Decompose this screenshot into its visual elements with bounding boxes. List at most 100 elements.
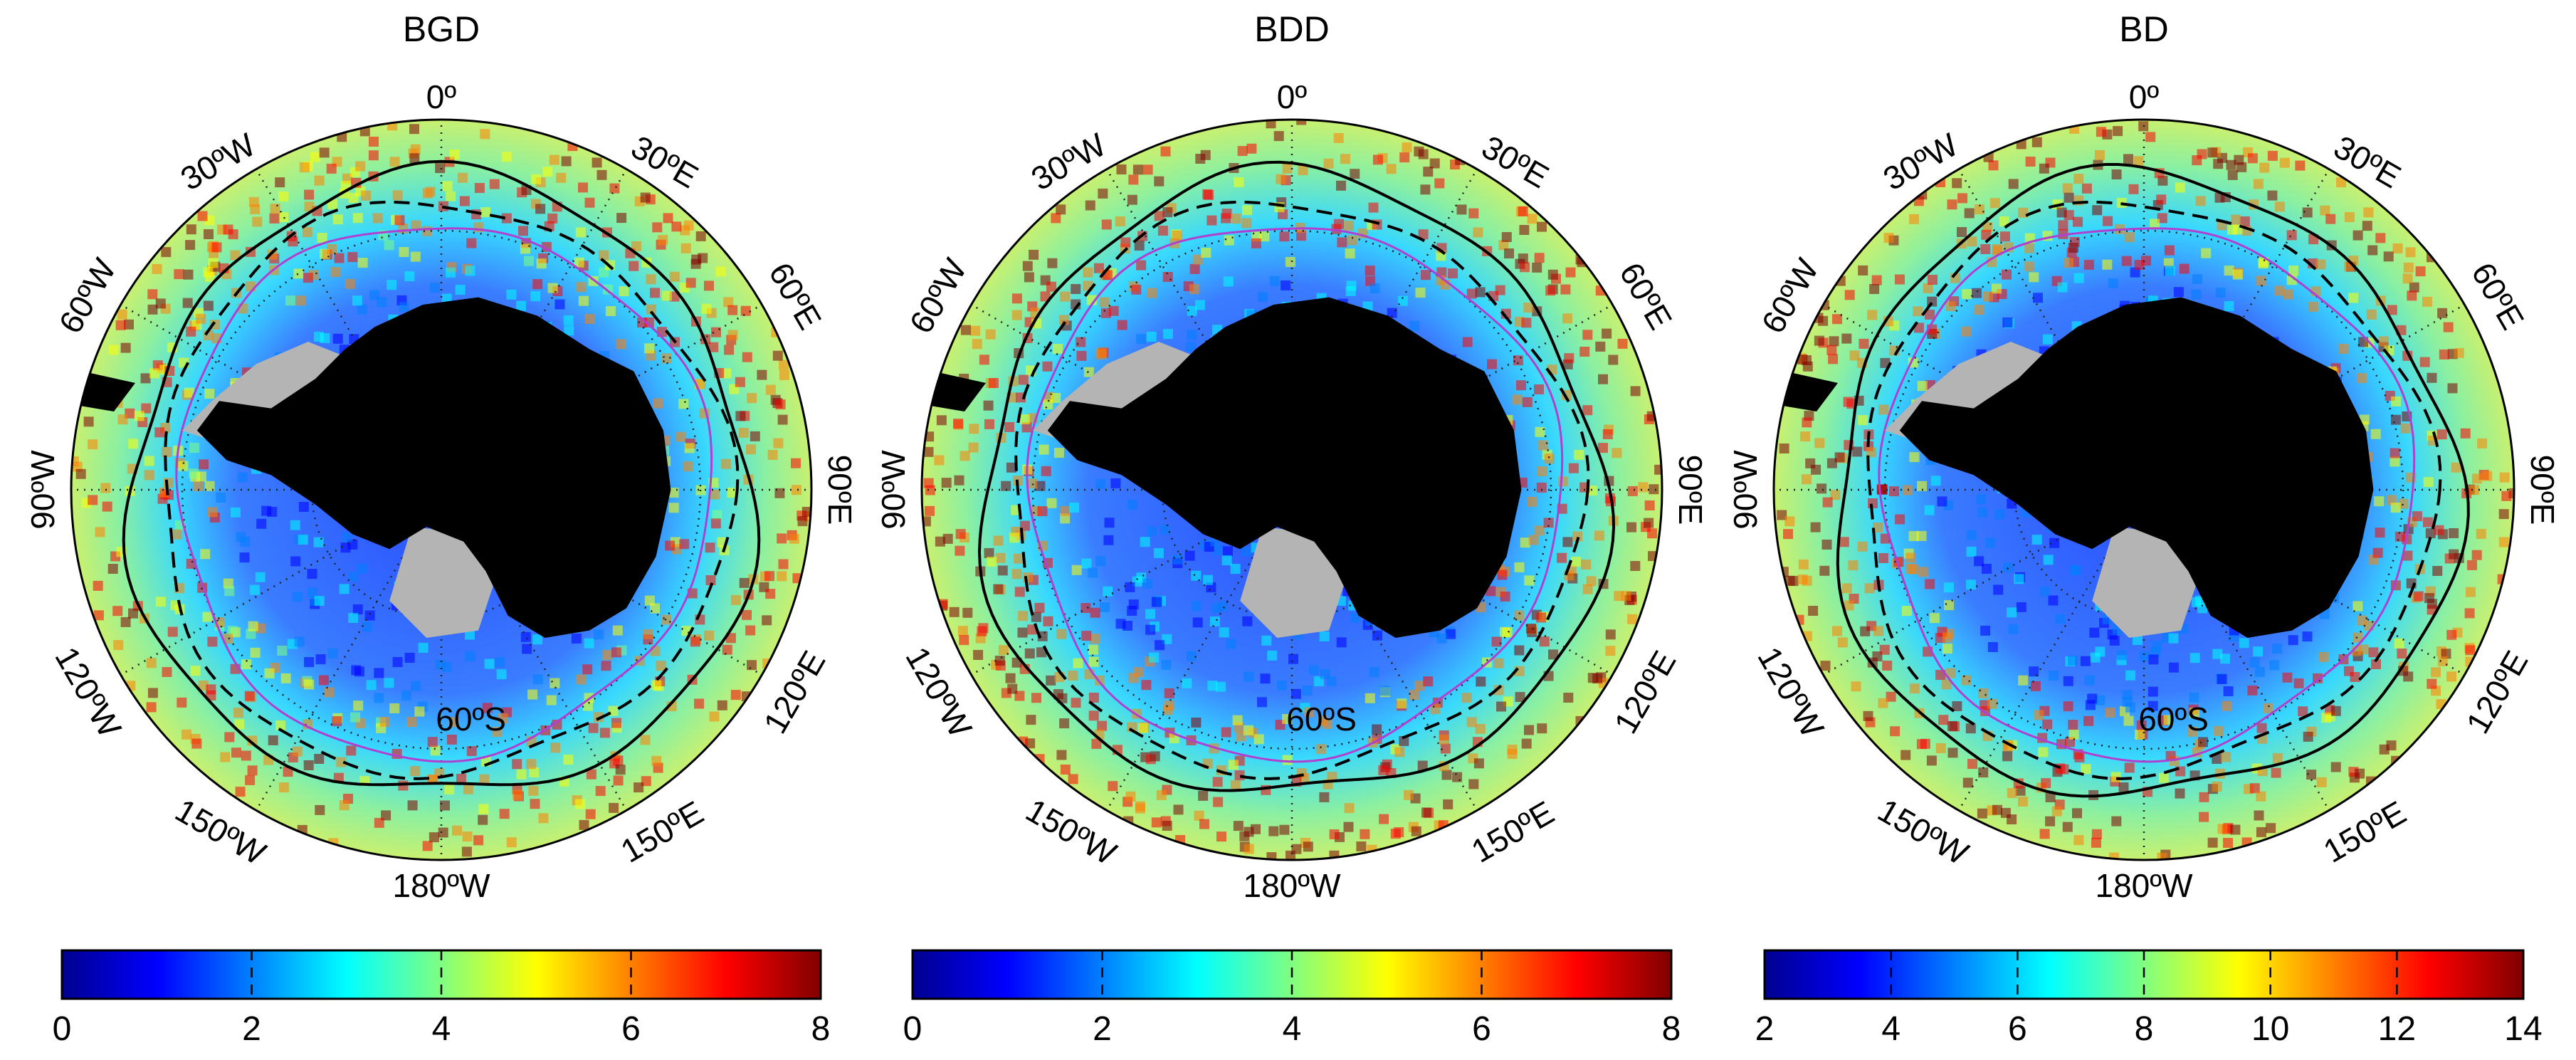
field-speckle — [2367, 245, 2378, 256]
field-speckle — [582, 700, 593, 711]
field-speckle — [2464, 608, 2475, 619]
colorbar-tick-label: 0 — [903, 1010, 922, 1048]
field-speckle — [389, 703, 400, 713]
field-speckle — [372, 213, 383, 224]
field-speckle — [2212, 754, 2222, 764]
field-speckle — [2239, 638, 2249, 649]
field-speckle — [290, 520, 300, 530]
field-speckle — [292, 592, 303, 602]
field-speckle — [2217, 824, 2228, 834]
field-speckle — [1221, 727, 1231, 738]
field-speckle — [2449, 549, 2459, 560]
field-speckle — [2042, 719, 2053, 730]
field-speckle — [348, 193, 359, 203]
field-speckle — [1120, 237, 1131, 248]
field-speckle — [1418, 229, 1429, 240]
field-speckle — [1046, 498, 1057, 508]
field-speckle — [1127, 673, 1138, 683]
field-speckle — [1644, 518, 1654, 528]
field-speckle — [1878, 553, 1888, 563]
field-speckle — [651, 755, 662, 766]
field-speckle — [1967, 759, 1977, 770]
field-speckle — [230, 250, 241, 261]
field-speckle — [1266, 852, 1277, 860]
field-speckle — [757, 369, 767, 380]
field-speckle — [315, 804, 325, 815]
field-speckle — [357, 563, 367, 574]
field-speckle — [2157, 852, 2167, 860]
field-speckle — [389, 157, 400, 167]
field-speckle — [2400, 423, 2411, 434]
field-speckle — [147, 289, 158, 300]
field-speckle — [1871, 275, 1882, 285]
field-speckle — [275, 720, 285, 730]
field-speckle — [574, 257, 584, 268]
field-speckle — [993, 584, 1004, 594]
field-speckle — [2431, 667, 2441, 678]
field-speckle — [2499, 472, 2510, 483]
field-speckle — [1202, 189, 1213, 199]
field-speckle — [392, 657, 403, 667]
field-speckle — [292, 746, 303, 757]
field-speckle — [532, 279, 543, 290]
field-speckle — [2249, 783, 2260, 794]
field-speckle — [582, 664, 593, 675]
field-speckle — [1052, 344, 1063, 355]
field-speckle — [1967, 236, 1977, 247]
field-speckle — [1808, 606, 1819, 616]
field-speckle — [1162, 821, 1172, 831]
field-speckle — [779, 369, 789, 380]
field-speckle — [772, 350, 783, 361]
field-speckle — [1336, 180, 1346, 191]
field-speckle — [2392, 243, 2403, 253]
longitude-label-90w: 90ºW — [24, 450, 61, 530]
field-speckle — [1081, 631, 1092, 641]
field-speckle — [1318, 715, 1328, 726]
field-speckle — [2197, 149, 2207, 159]
field-speckle — [695, 231, 706, 241]
field-speckle — [303, 760, 314, 770]
field-speckle — [1290, 688, 1301, 699]
field-speckle — [2259, 162, 2270, 173]
field-speckle — [1952, 701, 1962, 711]
field-speckle — [1257, 697, 1267, 708]
field-speckle — [374, 668, 384, 678]
field-speckle — [2062, 822, 2073, 832]
field-speckle — [578, 182, 588, 193]
field-speckle — [466, 746, 477, 757]
field-speckle — [1386, 164, 1397, 174]
field-speckle — [1115, 216, 1125, 226]
field-speckle — [304, 657, 315, 668]
field-speckle — [1211, 603, 1222, 614]
field-speckle — [1259, 231, 1270, 242]
field-speckle — [339, 584, 349, 594]
field-speckle — [298, 535, 308, 545]
field-speckle — [2374, 496, 2385, 507]
field-speckle — [616, 213, 627, 224]
field-speckle — [994, 656, 1005, 666]
field-speckle — [2072, 808, 2082, 819]
field-speckle — [1476, 676, 1486, 687]
field-speckle — [1047, 258, 1058, 268]
field-speckle — [430, 745, 441, 756]
field-speckle — [522, 644, 532, 654]
field-speckle — [1626, 522, 1636, 532]
field-speckle — [1191, 570, 1202, 581]
field-speckle — [239, 552, 250, 563]
longitude-label-90e: 90ºE — [2524, 455, 2561, 525]
field-speckle — [1783, 529, 1793, 540]
meridian-line — [120, 488, 442, 676]
field-speckle — [2084, 675, 2095, 686]
field-speckle — [149, 368, 159, 379]
field-speckle — [223, 634, 233, 644]
field-speckle — [2436, 429, 2447, 440]
field-speckle — [374, 693, 384, 703]
map-disk — [71, 120, 811, 860]
field-speckle — [1213, 797, 1224, 807]
field-speckle — [1207, 681, 1218, 691]
field-speckle — [532, 674, 543, 685]
field-speckle — [2230, 824, 2241, 835]
field-speckle — [480, 129, 490, 140]
field-speckle — [1323, 158, 1334, 169]
field-speckle — [330, 267, 341, 278]
